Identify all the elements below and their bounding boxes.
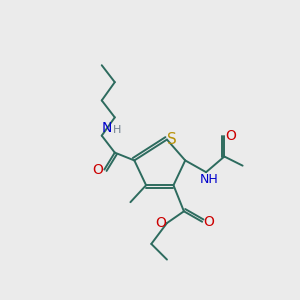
Text: O: O (225, 129, 236, 143)
Text: H: H (113, 125, 122, 135)
Text: O: O (155, 216, 166, 230)
Text: S: S (167, 132, 177, 147)
Text: O: O (203, 215, 214, 229)
Text: O: O (92, 163, 103, 177)
Text: NH: NH (199, 173, 218, 187)
Text: N: N (102, 121, 112, 135)
